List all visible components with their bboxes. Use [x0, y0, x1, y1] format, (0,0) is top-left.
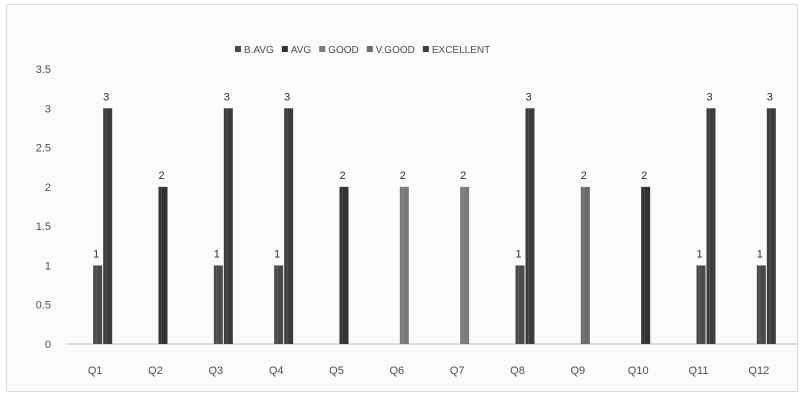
legend-swatch — [366, 46, 373, 52]
legend-swatch — [422, 46, 429, 52]
y-tick-label: 1 — [45, 260, 51, 272]
x-tick-label: Q1 — [88, 365, 103, 377]
bar — [399, 186, 409, 344]
x-tick-label: Q7 — [450, 365, 465, 377]
bar — [706, 108, 716, 345]
x-tick-label: Q8 — [510, 365, 525, 377]
bar — [284, 108, 294, 345]
y-tick-label: 3 — [45, 103, 51, 115]
bar — [525, 108, 535, 345]
data-label: 2 — [460, 170, 466, 182]
bar — [223, 108, 233, 345]
x-tick-label: Q4 — [269, 365, 284, 377]
data-label: 2 — [158, 170, 164, 182]
bar — [93, 265, 103, 344]
data-label: 3 — [525, 91, 531, 103]
bar — [460, 186, 470, 344]
bar — [103, 108, 113, 345]
data-label: 3 — [284, 91, 290, 103]
legend-swatch — [319, 46, 326, 52]
bar — [696, 265, 706, 344]
data-label: 2 — [339, 170, 345, 182]
data-label: 3 — [224, 91, 230, 103]
legend-label: AVG — [291, 45, 312, 56]
data-label: 1 — [93, 248, 99, 260]
legend-label: GOOD — [328, 45, 359, 56]
bars — [93, 108, 776, 345]
bar — [766, 108, 776, 345]
x-tick-label: Q6 — [389, 365, 404, 377]
bar-chart: B.AVG AVG GOOD V.GOOD EXCELLENT 0 0.5 1 1.5 2 2.5… — [36, 45, 797, 377]
x-tick-label: Q5 — [329, 365, 344, 377]
data-label: 3 — [767, 91, 773, 103]
data-label: 1 — [696, 248, 702, 260]
bar — [641, 186, 651, 344]
x-axis: Q1 Q2 Q3 Q4 Q5 Q6 Q7 Q8 Q9 Q10 Q11 Q12 — [67, 343, 797, 377]
data-label: 3 — [103, 91, 109, 103]
legend-label: EXCELLENT — [432, 45, 490, 56]
legend-label: B.AVG — [244, 45, 274, 56]
data-label: 1 — [274, 248, 280, 260]
bar — [274, 265, 284, 344]
data-label: 2 — [581, 170, 587, 182]
x-tick-label: Q10 — [628, 365, 649, 377]
data-label: 1 — [515, 248, 521, 260]
bar — [158, 186, 168, 344]
y-tick-label: 2.5 — [36, 143, 51, 155]
legend: B.AVG AVG GOOD V.GOOD EXCELLENT — [235, 45, 490, 56]
x-tick-label: Q12 — [748, 365, 769, 377]
data-label: 1 — [757, 248, 763, 260]
y-tick-label: 0 — [45, 339, 51, 351]
bar — [756, 265, 766, 344]
bar — [213, 265, 223, 344]
x-tick-label: Q9 — [570, 365, 585, 377]
y-axis: 0 0.5 1 1.5 2 2.5 3 3.5 — [36, 64, 51, 351]
data-label: 1 — [214, 248, 220, 260]
y-tick-label: 1.5 — [36, 221, 51, 233]
bar — [580, 186, 590, 344]
y-tick-label: 3.5 — [36, 64, 51, 76]
bar — [515, 265, 525, 344]
x-tick-label: Q2 — [148, 365, 163, 377]
data-labels: 1 3 2 1 3 1 3 2 2 2 1 3 2 2 1 3 1 3 — [93, 91, 773, 260]
x-tick-label: Q3 — [208, 365, 223, 377]
bar — [339, 186, 349, 344]
data-label: 3 — [706, 91, 712, 103]
x-tick-label: Q11 — [689, 365, 709, 377]
data-label: 2 — [400, 170, 406, 182]
legend-swatch — [235, 46, 241, 52]
legend-swatch — [281, 46, 288, 52]
data-label: 2 — [641, 170, 647, 182]
y-tick-label: 2 — [45, 182, 51, 194]
y-tick-label: 0.5 — [36, 300, 51, 312]
chart-frame: B.AVG AVG GOOD V.GOOD EXCELLENT 0 0.5 1 1.5 2 2.5… — [6, 4, 798, 392]
legend-label: V.GOOD — [376, 45, 415, 56]
